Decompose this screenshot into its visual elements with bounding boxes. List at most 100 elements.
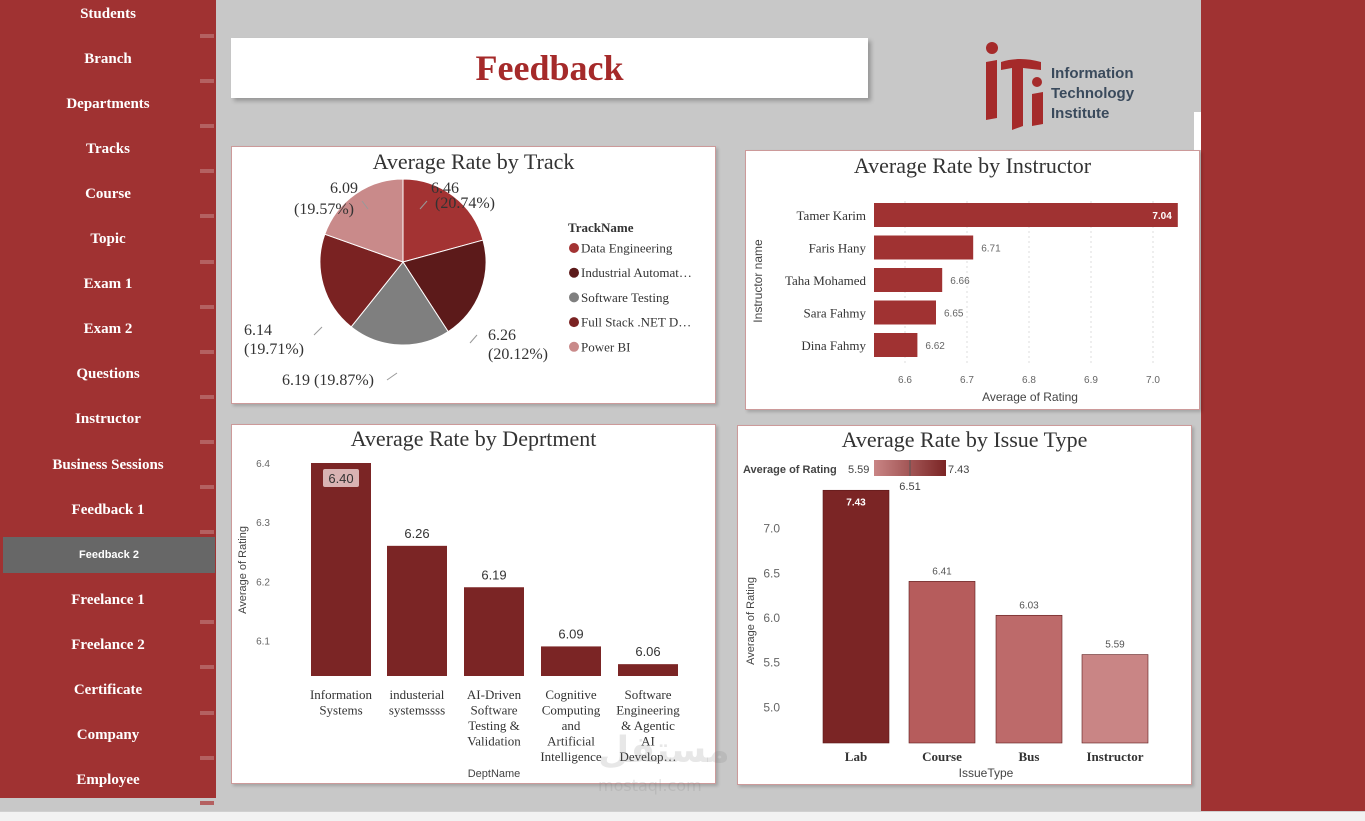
department-category-label: industerial — [390, 687, 445, 702]
instructor-data-label: 6.66 — [950, 276, 970, 287]
sidebar-nav: Students Branch Departments Tracks Course Top… — [0, 0, 216, 805]
department-category-label: Computing — [542, 703, 601, 718]
sidebar-item-freelance-1[interactable]: Freelance 1 — [0, 580, 216, 620]
department-chart-title: Average Rate by Deprtment — [350, 426, 597, 451]
instructor-data-label: 6.71 — [981, 244, 1001, 255]
instructor-bar — [874, 300, 936, 325]
sidebar-divider — [200, 620, 214, 625]
sidebar-item-topic[interactable]: Topic — [0, 220, 216, 260]
sidebar-item-employee[interactable]: Employee — [0, 761, 216, 801]
instructor-x-axis-title: Average of Rating — [982, 390, 1078, 404]
sidebar-item-feedback-2[interactable]: Feedback 2 — [3, 537, 215, 574]
sidebar-item-instructor[interactable]: Instructor — [0, 400, 216, 440]
right-band-notch — [1194, 112, 1201, 150]
pie-slice-power-bi — [324, 178, 404, 263]
sidebar-item-label: Freelance 1 — [71, 591, 145, 608]
sidebar-item-exam-1[interactable]: Exam 1 — [0, 265, 216, 305]
pie-legend-item: Data Engineering — [581, 241, 673, 256]
department-bar — [541, 646, 601, 676]
sidebar-item-label: Certificate — [73, 682, 143, 698]
sidebar-item-exam-2[interactable]: Exam 2 — [0, 310, 216, 350]
department-bar — [311, 463, 371, 676]
pie-data-percent: (19.71%) — [244, 341, 304, 358]
department-data-label: 6.19 — [481, 567, 506, 582]
sidebar-item-label: Tracks — [86, 140, 130, 157]
sidebar-item-feedback-1[interactable]: Feedback 1 — [0, 490, 216, 530]
bottom-scroll-strip[interactable] — [0, 811, 1365, 821]
gradient-legend-mid: 6.51 — [899, 481, 920, 493]
sidebar-item-company[interactable]: Company — [0, 716, 216, 756]
instructor-data-label: 6.65 — [944, 309, 964, 320]
department-data-label: 6.26 — [404, 526, 429, 541]
sidebar-item-label: Instructor — [75, 411, 141, 428]
issue-y-axis-title: Average of Rating — [745, 577, 757, 665]
department-category-label: Intelligence — [540, 749, 602, 764]
department-category-label: & Agentic — [621, 718, 675, 733]
issue-data-label: 7.43 — [846, 497, 866, 508]
track-pie-panel[interactable]: Average Rate by Track 6.46 (20.74%) 6.26 (2… — [231, 146, 716, 404]
issue-chart-title: Average Rate by Issue Type — [841, 427, 1088, 452]
instructor-bar — [874, 235, 974, 260]
department-label-bg — [323, 469, 359, 487]
pie-data-percent: (20.12%) — [488, 346, 548, 363]
sidebar-item-course[interactable]: Course — [0, 174, 216, 214]
logo-line-2: Technology — [1051, 85, 1135, 102]
department-category-label: Cognitive — [545, 687, 597, 702]
issue-data-label: 5.59 — [1105, 640, 1125, 651]
right-side-band — [1201, 0, 1365, 812]
sidebar-item-certificate[interactable]: Certificate — [0, 671, 216, 711]
pie-legend-marker — [569, 292, 579, 303]
sidebar-item-label: Freelance 2 — [71, 636, 145, 653]
pie-legend-item: Full Stack .NET D… — [581, 315, 691, 330]
gradient-legend-min: 5.59 — [848, 464, 869, 476]
sidebar-item-label: Students — [80, 5, 136, 22]
sidebar-divider — [200, 439, 214, 444]
department-bar-panel[interactable]: Average Rate by Deprtment 6.1 6.2 6.3 6.4 6.… — [231, 424, 716, 784]
sidebar-item-business-sessions[interactable]: Business Sessions — [0, 445, 216, 485]
pie-leader-line — [313, 326, 323, 336]
pie-data-label: 6.46 — [431, 180, 459, 197]
sidebar-item-label: Exam 2 — [83, 321, 133, 338]
sidebar-item-label: Questions — [76, 366, 140, 383]
x-tick-label: 6.7 — [960, 375, 974, 386]
department-bar — [464, 587, 524, 676]
department-category-label: Information — [310, 687, 373, 702]
instructor-name-label: Sara Fahmy — [804, 306, 867, 321]
issue-data-label: 6.41 — [932, 566, 952, 577]
sidebar-item-freelance-2[interactable]: Freelance 2 — [0, 625, 216, 665]
pie-data-label: 6.26 — [488, 327, 516, 344]
instructor-data-label: 6.62 — [925, 341, 945, 352]
sidebar-divider — [200, 34, 214, 38]
sidebar-divider — [200, 800, 214, 805]
issue-bar — [822, 489, 890, 744]
watermark-sub: mostaql.com — [598, 776, 702, 795]
department-category-label: Engineering — [616, 703, 680, 718]
instructor-data-label: 7.04 — [1152, 211, 1172, 222]
sidebar-item-departments[interactable]: Departments — [0, 84, 216, 124]
sidebar-item-label: Course — [85, 185, 131, 202]
issue-bar — [1081, 654, 1149, 744]
pie-leader-line — [386, 372, 398, 381]
instructor-bar — [874, 333, 918, 357]
issue-category-label: Bus — [1019, 749, 1040, 764]
sidebar-divider — [200, 665, 214, 670]
instructor-chart-title: Average Rate by Instructor — [853, 153, 1092, 178]
issue-data-label: 6.03 — [1019, 600, 1039, 611]
sidebar-divider — [200, 79, 214, 84]
department-category-label: Testing & — [468, 718, 519, 733]
sidebar-item-branch[interactable]: Branch — [0, 39, 216, 79]
sidebar-item-students[interactable]: Students — [0, 0, 216, 34]
sidebar-item-questions[interactable]: Questions — [0, 355, 216, 395]
sidebar-item-label: Topic — [90, 231, 126, 247]
sidebar-item-tracks[interactable]: Tracks — [0, 129, 216, 169]
pie-legend-title: TrackName — [568, 220, 634, 235]
instructor-bar-panel[interactable]: Average Rate by Instructor 6.6 6.7 6.8 6.9 7… — [745, 150, 1200, 410]
department-x-axis-title: DeptName — [468, 768, 521, 780]
instructor-bar-chart: 6.6 6.7 6.8 6.9 7.0 Tamer Karim 7.04 Faris Hany… — [751, 201, 1178, 404]
page-title-box: Feedback — [231, 38, 868, 98]
issue-bar-panel[interactable]: Average Rate by Issue Type Average of Ra… — [737, 425, 1192, 785]
pie-legend-marker — [569, 341, 579, 352]
y-tick-label: 5.5 — [763, 656, 780, 670]
gradient-legend-max: 7.43 — [948, 464, 969, 476]
